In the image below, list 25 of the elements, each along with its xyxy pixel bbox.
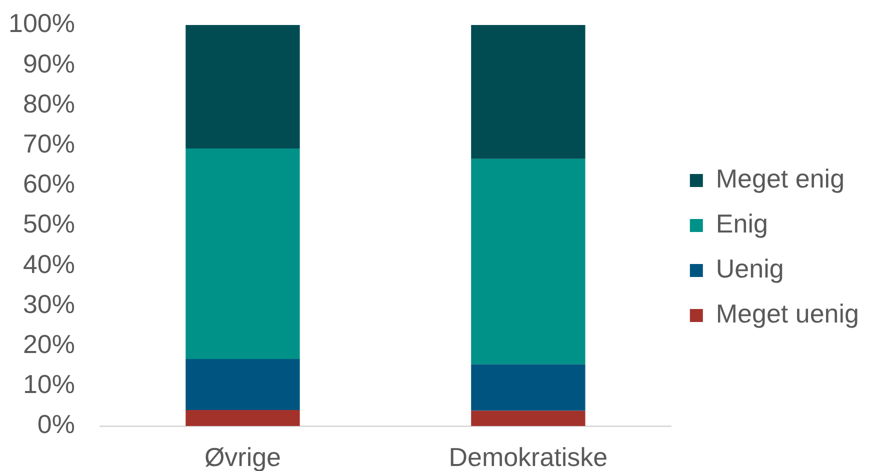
y-tick-label: 30%	[22, 288, 75, 319]
legend-label: Meget uenig	[716, 298, 860, 329]
bar	[186, 410, 300, 426]
x-tick-label: Øvrige	[204, 442, 282, 471]
y-tick-label: 70%	[22, 128, 75, 158]
bar	[471, 158, 586, 364]
bar	[471, 410, 586, 426]
y-tick-label: 100%	[8, 8, 75, 38]
y-tick-label: 90%	[22, 48, 75, 78]
y-tick-label: 50%	[22, 208, 75, 239]
y-tick-label: 20%	[22, 328, 75, 359]
legend-label: Meget enig	[716, 164, 845, 194]
y-tick-label: 40%	[22, 248, 75, 279]
y-tick-label: 80%	[22, 88, 75, 118]
y-tick-label: 60%	[22, 168, 75, 199]
bar	[186, 148, 300, 360]
bar	[471, 25, 586, 159]
y-tick-label: 10%	[22, 369, 75, 400]
x-tick-label: Demokratiske	[448, 442, 608, 471]
legend-label: Enig	[716, 208, 768, 239]
bar	[186, 359, 300, 410]
legend-label: Uenig	[716, 254, 784, 284]
bar	[186, 25, 300, 149]
bar	[471, 364, 586, 411]
y-tick-label: 0%	[37, 409, 75, 440]
